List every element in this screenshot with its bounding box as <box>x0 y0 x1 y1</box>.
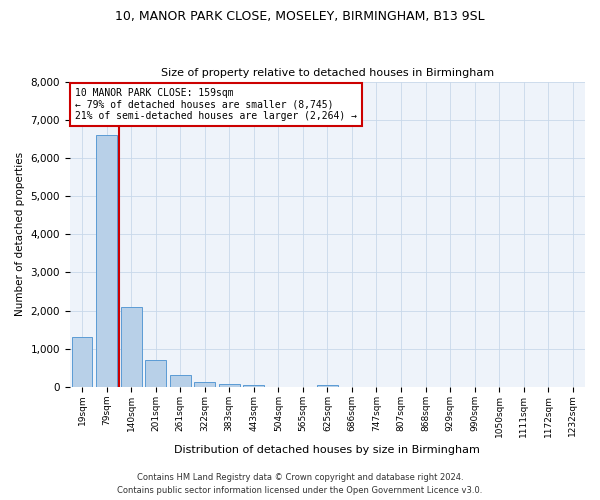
Title: Size of property relative to detached houses in Birmingham: Size of property relative to detached ho… <box>161 68 494 78</box>
Y-axis label: Number of detached properties: Number of detached properties <box>15 152 25 316</box>
Text: 10, MANOR PARK CLOSE, MOSELEY, BIRMINGHAM, B13 9SL: 10, MANOR PARK CLOSE, MOSELEY, BIRMINGHA… <box>115 10 485 23</box>
Bar <box>71 338 92 387</box>
Bar <box>194 382 215 387</box>
X-axis label: Distribution of detached houses by size in Birmingham: Distribution of detached houses by size … <box>175 445 481 455</box>
Bar <box>219 384 239 387</box>
Bar <box>317 384 338 387</box>
Text: 10 MANOR PARK CLOSE: 159sqm
← 79% of detached houses are smaller (8,745)
21% of : 10 MANOR PARK CLOSE: 159sqm ← 79% of det… <box>75 88 357 121</box>
Bar <box>244 385 264 387</box>
Bar <box>96 135 117 387</box>
Bar <box>170 376 191 387</box>
Bar <box>121 306 142 387</box>
Bar <box>145 360 166 387</box>
Text: Contains HM Land Registry data © Crown copyright and database right 2024.
Contai: Contains HM Land Registry data © Crown c… <box>118 474 482 495</box>
